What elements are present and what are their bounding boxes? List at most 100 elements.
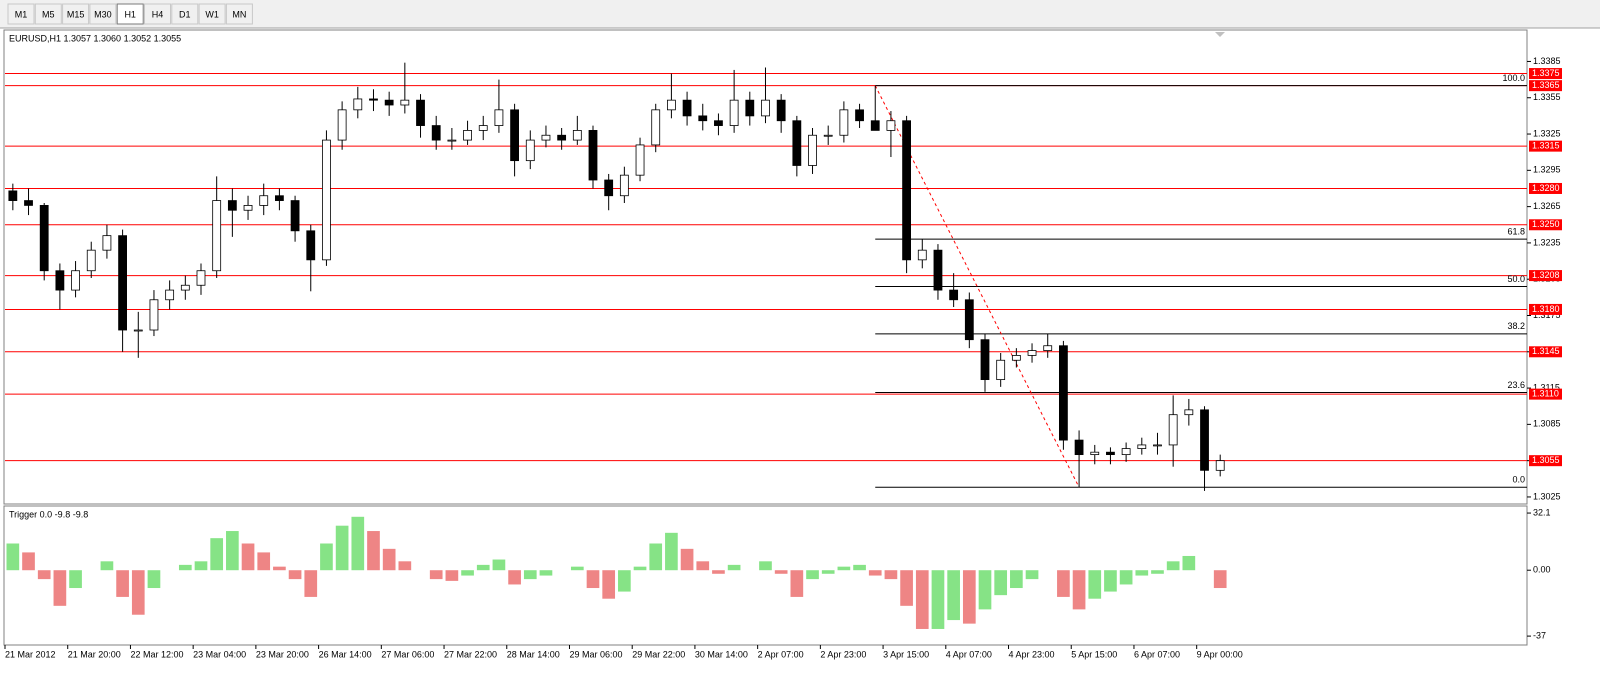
- y-tick-label: 1.3265: [1533, 201, 1561, 211]
- timeframe-label[interactable]: MN: [232, 9, 246, 19]
- timeframe-button[interactable]: [171, 3, 199, 25]
- timeframe-label[interactable]: M15: [67, 9, 85, 19]
- histogram-bar: [100, 561, 114, 571]
- timeframe-button[interactable]: [7, 3, 35, 25]
- histogram-bar: [633, 566, 647, 571]
- histogram-bar: [429, 570, 443, 580]
- candle-body: [259, 195, 269, 206]
- candle-body: [572, 130, 582, 141]
- histogram-bar: [1088, 570, 1102, 599]
- histogram-bar: [649, 543, 663, 571]
- candle-body: [808, 134, 817, 166]
- histogram-bar: [6, 543, 20, 571]
- timeframe-button[interactable]: [198, 3, 226, 25]
- candle-body: [165, 289, 175, 301]
- candle-body: [478, 125, 488, 131]
- histogram-bar: [116, 570, 129, 597]
- histogram-bar: [837, 566, 851, 571]
- candle-body: [369, 98, 378, 101]
- timeframe-label[interactable]: M5: [42, 9, 55, 19]
- candle-body: [227, 200, 237, 211]
- y-tick-label: 1.3085: [1533, 419, 1561, 429]
- timeframe-button[interactable]: [89, 3, 117, 25]
- candle-body: [1106, 451, 1115, 456]
- candle-body: [729, 99, 739, 126]
- histogram-bar: [947, 570, 960, 621]
- level-tag: [1529, 455, 1562, 467]
- timeframe-label[interactable]: H1: [124, 9, 136, 19]
- x-tick-label: 30 Mar 14:00: [695, 649, 748, 659]
- candle-body: [180, 284, 190, 291]
- histogram-bar: [1182, 555, 1196, 571]
- candle-body: [212, 200, 222, 272]
- fib-label: 50.0: [1507, 274, 1525, 284]
- candle-body: [322, 139, 331, 261]
- timeframe-label[interactable]: M1: [15, 9, 28, 19]
- timeframe-button[interactable]: [144, 3, 171, 25]
- candle-body: [149, 299, 159, 331]
- candle-body: [902, 120, 911, 261]
- histogram-bar: [1213, 570, 1227, 589]
- timeframe-label[interactable]: W1: [205, 9, 219, 19]
- histogram-bar: [1072, 570, 1086, 610]
- histogram-bar: [273, 566, 286, 571]
- candle-body: [400, 99, 410, 106]
- timeframe-label[interactable]: H4: [152, 9, 164, 19]
- level-tag: [1529, 388, 1562, 400]
- y-tick-label: 1.3115: [1533, 382, 1560, 392]
- level-label: 1.3208: [1532, 270, 1560, 280]
- candle-body: [745, 99, 755, 117]
- histogram-bar: [288, 570, 302, 580]
- candle-body: [102, 235, 112, 251]
- timeframe-button[interactable]: [225, 3, 253, 25]
- level-tag: [1529, 68, 1562, 80]
- timeframe-button[interactable]: [116, 3, 144, 25]
- histogram-bar: [1104, 570, 1117, 592]
- x-tick-label: 21 Mar 2012: [5, 649, 56, 659]
- candle-body: [447, 139, 457, 142]
- candle-body: [1090, 451, 1100, 456]
- level-label: 1.3180: [1532, 304, 1560, 314]
- candle-body: [71, 270, 80, 291]
- x-tick-label: 29 Mar 22:00: [632, 649, 685, 659]
- y-tick-label: 1.3385: [1533, 56, 1561, 66]
- x-tick-label: 3 Apr 15:00: [883, 649, 929, 659]
- histogram-bar: [351, 516, 365, 571]
- candle-body: [133, 329, 143, 332]
- candle-body: [1215, 460, 1225, 471]
- timeframe-label[interactable]: M30: [94, 9, 112, 19]
- candle-body: [1027, 350, 1037, 356]
- candle-body: [1043, 345, 1053, 351]
- x-tick-label: 2 Apr 23:00: [820, 649, 866, 659]
- fib-label: 61.8: [1507, 226, 1525, 236]
- level-tag: [1529, 219, 1562, 231]
- timeframe-button[interactable]: [34, 3, 62, 25]
- candle-body: [463, 130, 472, 141]
- level-tag: [1529, 303, 1562, 315]
- x-tick-label: 21 Mar 20:00: [68, 649, 121, 659]
- timeframe-button[interactable]: [62, 3, 90, 25]
- candle-body: [557, 134, 567, 141]
- toolbar: [0, 0, 1600, 28]
- candle-body: [525, 139, 535, 162]
- x-tick-label: 6 Apr 07:00: [1134, 649, 1180, 659]
- histogram-bar: [962, 570, 976, 624]
- histogram-bar: [398, 561, 412, 571]
- x-tick-label: 29 Mar 06:00: [569, 649, 622, 659]
- candle-body: [1168, 414, 1178, 446]
- level-label: 1.3250: [1532, 219, 1560, 229]
- candle-body: [1059, 345, 1068, 441]
- candle-body: [792, 120, 802, 166]
- level-tag: [1529, 140, 1562, 152]
- histogram-bar: [147, 570, 161, 589]
- level-tag: [1529, 346, 1562, 358]
- candle-body: [1074, 439, 1084, 456]
- x-tick-label: 27 Mar 22:00: [444, 649, 497, 659]
- timeframe-label[interactable]: D1: [179, 9, 191, 19]
- fib-label: 23.6: [1507, 380, 1525, 390]
- candle-body: [1153, 444, 1162, 447]
- histogram-bar: [618, 570, 631, 592]
- candle-body: [714, 120, 723, 126]
- candle-body: [980, 339, 990, 381]
